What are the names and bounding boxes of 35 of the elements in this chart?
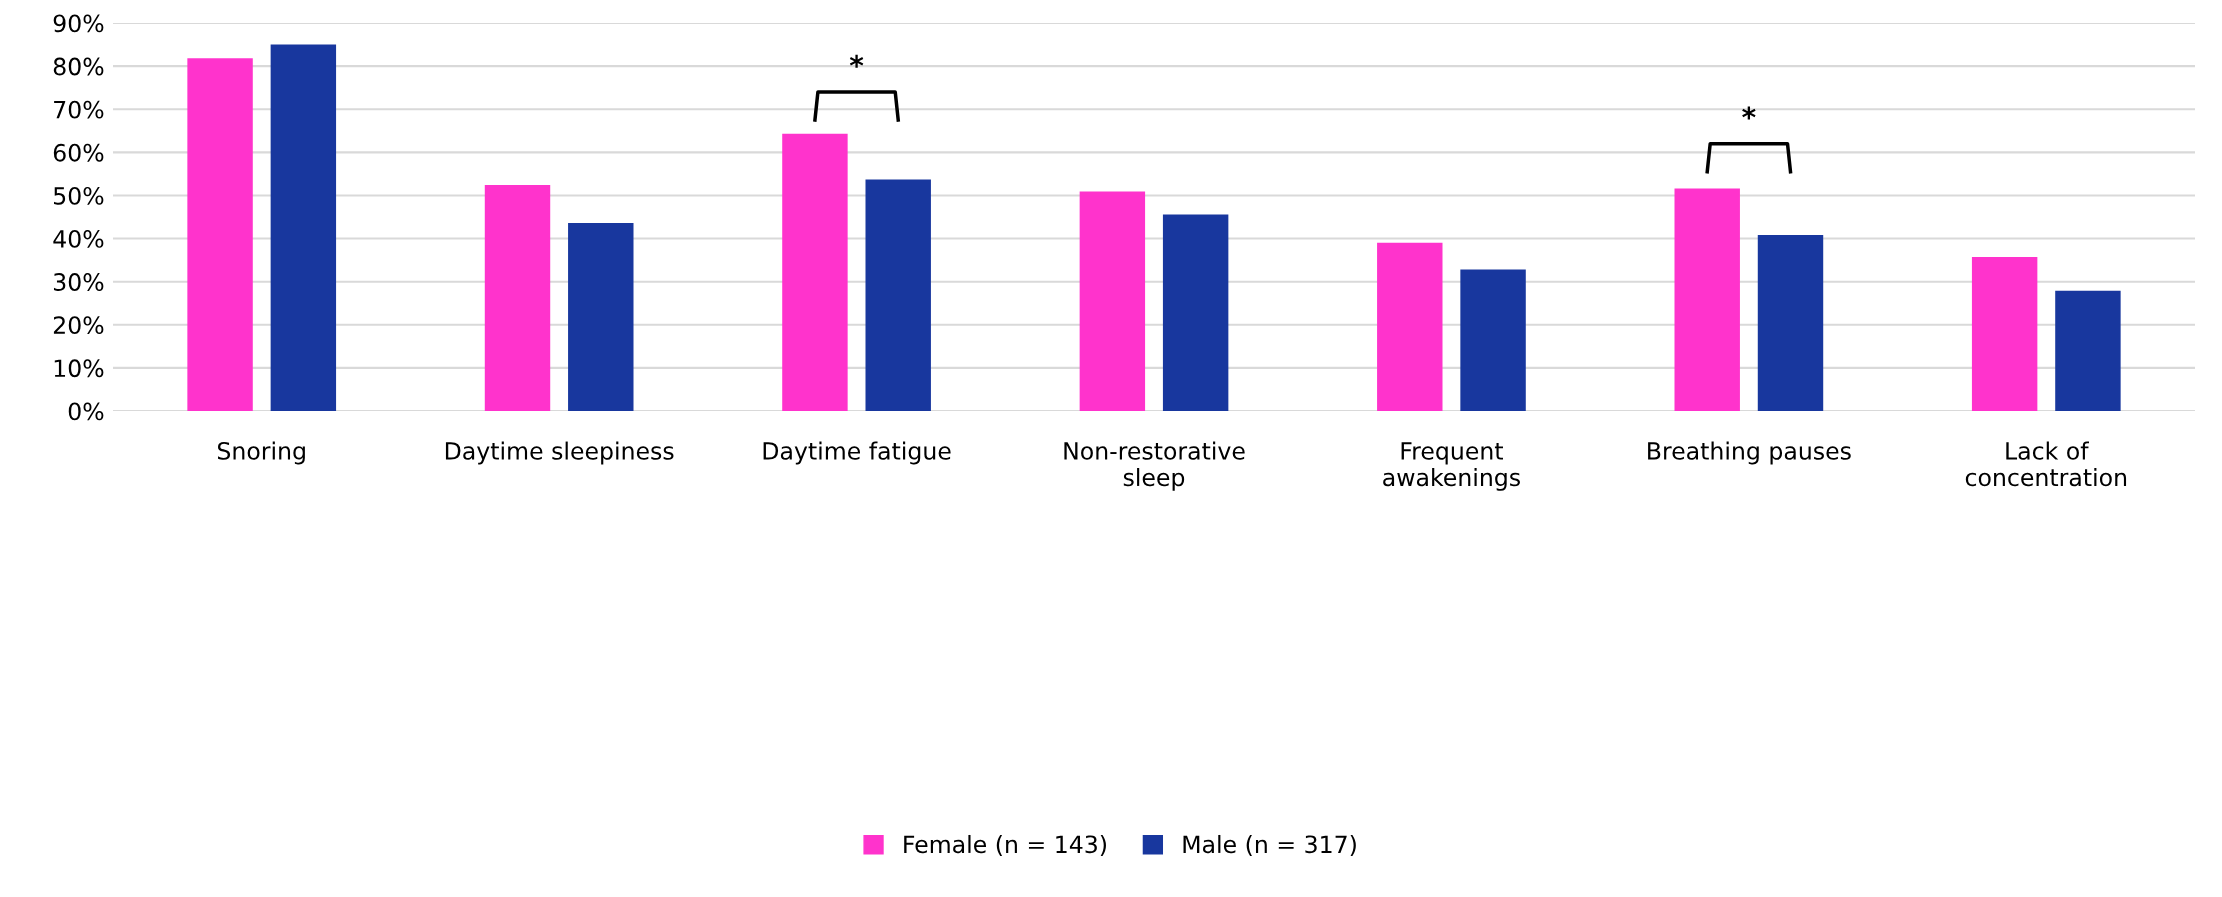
bar [1377, 242, 1443, 411]
y-tick-label: 80% [53, 57, 104, 76]
x-tick-label: Frequent awakenings [1383, 442, 1520, 491]
bar [187, 58, 253, 411]
x-tick-label: Lack of concentration [1965, 441, 2127, 487]
y-tick-label: 10% [54, 359, 104, 378]
y-tick-label: 60% [53, 143, 104, 162]
bar [1757, 235, 1824, 411]
bar [1971, 257, 2038, 411]
y-tick-label: 70% [54, 100, 104, 119]
legend-label: Male (n = 317) [1183, 834, 1356, 857]
bar [1674, 188, 1740, 411]
y-tick-label: 0% [68, 402, 104, 421]
y-tick-label: 50% [54, 186, 104, 205]
y-tick-label: 90% [53, 14, 104, 33]
y-tick-label: 40% [53, 230, 104, 248]
bar [484, 185, 551, 411]
annotation: * [1742, 106, 1756, 120]
bar [865, 179, 931, 411]
bar [1460, 269, 1526, 411]
y-tick-label: 20% [53, 316, 104, 335]
annotation: * [849, 54, 864, 68]
bar [568, 223, 634, 411]
bar [782, 133, 848, 411]
x-tick-label: Daytime sleepiness [445, 441, 674, 465]
x-tick-label: Non-restorative sleep [1064, 441, 1245, 491]
x-tick-label: Breathing pauses [1648, 441, 1851, 465]
y-tick-label: 30% [53, 273, 104, 291]
x-tick-label: Snoring [217, 441, 305, 465]
x-tick-label: Daytime fatigue [763, 441, 951, 465]
bar [1162, 214, 1229, 411]
bar [1079, 191, 1146, 411]
bar [2055, 290, 2121, 411]
bar [270, 44, 337, 411]
legend-label: Female (n = 143) [904, 834, 1106, 857]
